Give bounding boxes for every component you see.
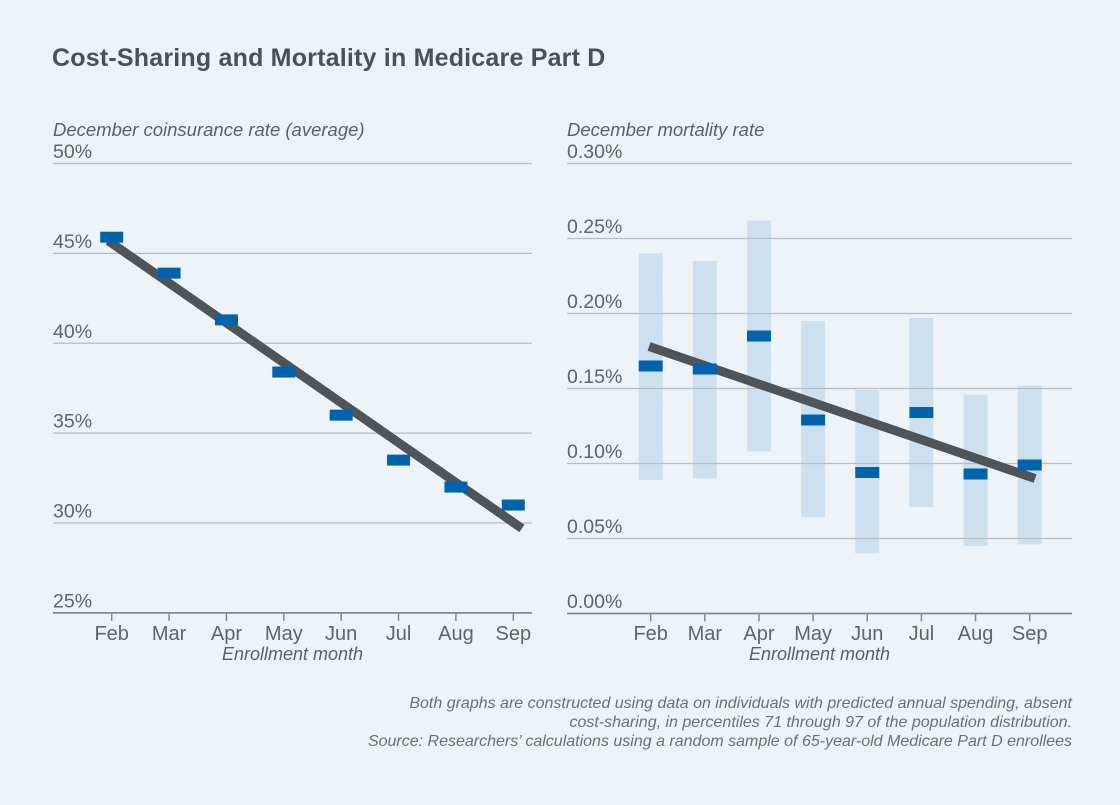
data-point-apr [214,314,238,326]
data-point-sep [1017,459,1042,471]
data-point-mar [157,267,181,279]
data-point-jul [387,454,411,466]
y-tick-label: 0.25% [567,216,622,238]
x-tick-label-mar: Mar [688,623,723,645]
data-point-jun [329,409,353,421]
x-axis-title: Enrollment month [749,644,890,664]
x-tick-label-jul: Jul [909,623,935,645]
x-tick-label-sep: Sep [1012,623,1048,645]
y-tick-label: 45% [53,231,92,253]
data-point-feb [638,360,663,372]
data-point-aug [963,468,988,480]
mortality-chart: 0.30% 0.25% 0.20% 0.15% 0.10% 0.05% 0.00% Feb Ma… [567,119,1072,664]
y-tick-label: 30% [53,501,92,523]
y-tick-label: 25% [53,590,92,612]
x-tick-label-aug: Aug [438,623,474,645]
x-tick-label-aug: Aug [958,623,994,645]
data-point-may [272,366,296,378]
x-tick-label-apr: Apr [743,623,774,645]
x-tick-label-mar: Mar [152,623,187,645]
y-tick-label: 0.05% [567,516,622,538]
data-point-may [801,414,826,426]
x-tick-label-sep: Sep [495,623,531,645]
y-tick-label: 40% [53,321,92,343]
y-tick-label: 0.00% [567,591,622,613]
x-tick-label-apr: Apr [211,623,242,645]
x-tick-label-may: May [794,623,832,645]
footnote-line-3: Source: Researchers’ calculations using … [367,733,1072,750]
coinsurance-chart: 50% 45% 40% 35% 30% 25%Feb Mar Apr May Jun Jul Aug S… [53,119,532,664]
trend-line [105,237,525,533]
y-tick-label: 35% [53,411,92,433]
data-point-aug [444,481,468,493]
y-tick-label: 0.20% [567,291,622,313]
data-point-apr [746,330,771,342]
footnote-line-2: cost-sharing, in percentiles 71 through … [569,714,1072,731]
x-tick-label-feb: Feb [94,623,128,645]
x-tick-label-jun: Jun [851,623,883,645]
y-tick-label: 0.30% [567,141,622,163]
x-tick-label-jun: Jun [325,623,357,645]
data-point-feb [100,231,124,243]
chart-subtitle: December coinsurance rate (average) [53,119,365,140]
y-tick-label: 50% [53,141,92,163]
y-tick-label: 0.10% [567,441,622,463]
x-tick-label-feb: Feb [633,623,667,645]
data-point-sep [501,499,525,511]
figure-title: Cost-Sharing and Mortality in Medicare P… [52,44,606,72]
data-point-jun [855,467,880,478]
y-tick-label: 0.15% [567,366,622,388]
footnote-line-1: Both graphs are constructed using data o… [409,695,1072,712]
x-tick-label-jul: Jul [386,623,412,645]
figure-footnote: Both graphs are constructed using data o… [252,694,1072,751]
x-axis-title: Enrollment month [222,644,363,664]
chart-subtitle: December mortality rate [567,119,764,140]
x-tick-label-may: May [265,623,303,645]
data-point-jul [909,407,934,418]
data-point-mar [692,363,717,375]
